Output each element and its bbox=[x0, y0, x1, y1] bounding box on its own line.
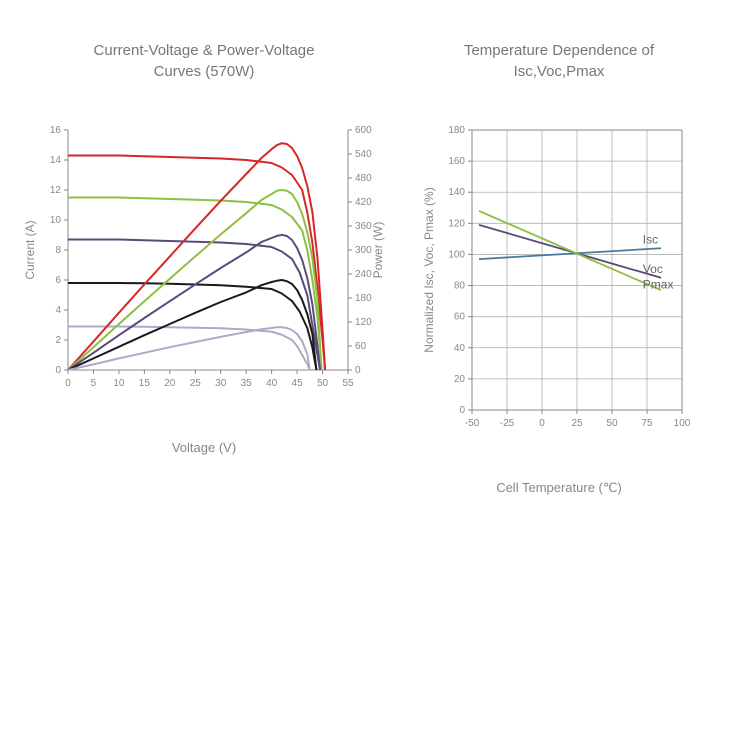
right-chart-title: Temperature Dependence of Isc,Voc,Pmax bbox=[464, 40, 654, 90]
svg-text:4: 4 bbox=[55, 305, 61, 316]
svg-text:160: 160 bbox=[448, 156, 465, 167]
svg-text:12: 12 bbox=[50, 185, 62, 196]
charts-container: Current-Voltage & Power-Voltage Curves (… bbox=[0, 0, 750, 750]
svg-text:45: 45 bbox=[292, 378, 304, 389]
svg-text:50: 50 bbox=[317, 378, 329, 389]
svg-text:10: 10 bbox=[113, 378, 125, 389]
svg-text:Pmax: Pmax bbox=[642, 278, 673, 292]
right-title-line2: Isc,Voc,Pmax bbox=[514, 63, 605, 80]
svg-text:120: 120 bbox=[448, 218, 465, 229]
svg-text:0: 0 bbox=[459, 405, 465, 416]
iv-pv-chart-panel: Current-Voltage & Power-Voltage Curves (… bbox=[20, 40, 388, 710]
svg-text:40: 40 bbox=[266, 378, 278, 389]
svg-text:14: 14 bbox=[50, 155, 62, 166]
svg-text:0: 0 bbox=[355, 365, 361, 376]
svg-text:20: 20 bbox=[164, 378, 176, 389]
svg-text:80: 80 bbox=[453, 281, 465, 292]
svg-text:600: 600 bbox=[355, 125, 372, 136]
svg-text:-25: -25 bbox=[499, 418, 514, 429]
svg-text:40: 40 bbox=[453, 343, 465, 354]
svg-text:20: 20 bbox=[453, 374, 465, 385]
svg-text:360: 360 bbox=[355, 221, 372, 232]
left-chart-title: Current-Voltage & Power-Voltage Curves (… bbox=[94, 40, 315, 90]
svg-text:30: 30 bbox=[215, 378, 227, 389]
svg-text:10: 10 bbox=[50, 215, 62, 226]
svg-text:140: 140 bbox=[448, 187, 465, 198]
svg-text:540: 540 bbox=[355, 149, 372, 160]
svg-text:0: 0 bbox=[539, 418, 545, 429]
svg-text:480: 480 bbox=[355, 173, 372, 184]
svg-text:60: 60 bbox=[453, 312, 465, 323]
svg-text:35: 35 bbox=[241, 378, 253, 389]
left-xlabel: Voltage (V) bbox=[172, 440, 236, 455]
svg-text:50: 50 bbox=[606, 418, 618, 429]
svg-text:6: 6 bbox=[55, 275, 61, 286]
svg-text:Isc: Isc bbox=[642, 233, 657, 247]
right-xlabel: Cell Temperature (℃) bbox=[496, 480, 622, 496]
temp-chart-panel: Temperature Dependence of Isc,Voc,Pmax -… bbox=[388, 40, 730, 710]
svg-text:100: 100 bbox=[673, 418, 690, 429]
iv-pv-chart-svg: 0510152025303540455055024681012141606012… bbox=[20, 120, 388, 400]
svg-text:-50: -50 bbox=[464, 418, 479, 429]
svg-text:8: 8 bbox=[55, 245, 61, 256]
svg-text:2: 2 bbox=[55, 335, 61, 346]
svg-text:180: 180 bbox=[448, 125, 465, 136]
svg-text:240: 240 bbox=[355, 269, 372, 280]
svg-text:0: 0 bbox=[55, 365, 61, 376]
svg-text:Normalized Isc, Voc, Pmax (%): Normalized Isc, Voc, Pmax (%) bbox=[422, 187, 436, 352]
svg-text:300: 300 bbox=[355, 245, 372, 256]
svg-text:5: 5 bbox=[91, 378, 97, 389]
svg-text:16: 16 bbox=[50, 125, 62, 136]
svg-text:25: 25 bbox=[571, 418, 583, 429]
svg-text:15: 15 bbox=[139, 378, 151, 389]
svg-text:Power (W): Power (W) bbox=[371, 222, 385, 279]
svg-text:55: 55 bbox=[342, 378, 354, 389]
svg-text:0: 0 bbox=[65, 378, 71, 389]
svg-text:180: 180 bbox=[355, 293, 372, 304]
svg-text:25: 25 bbox=[190, 378, 202, 389]
svg-text:75: 75 bbox=[641, 418, 653, 429]
svg-text:120: 120 bbox=[355, 317, 372, 328]
svg-text:60: 60 bbox=[355, 341, 367, 352]
svg-text:Voc: Voc bbox=[642, 262, 662, 276]
svg-text:420: 420 bbox=[355, 197, 372, 208]
left-title-line2: Curves (570W) bbox=[154, 63, 255, 80]
right-title-line1: Temperature Dependence of bbox=[464, 42, 654, 59]
svg-text:100: 100 bbox=[448, 249, 465, 260]
svg-text:Current (A): Current (A) bbox=[23, 220, 37, 279]
temp-chart-svg: -50 -25 0 25 50 75 100 0 20 40 60 80 100 120 140 160 180… bbox=[417, 120, 702, 440]
left-title-line1: Current-Voltage & Power-Voltage bbox=[94, 42, 315, 59]
